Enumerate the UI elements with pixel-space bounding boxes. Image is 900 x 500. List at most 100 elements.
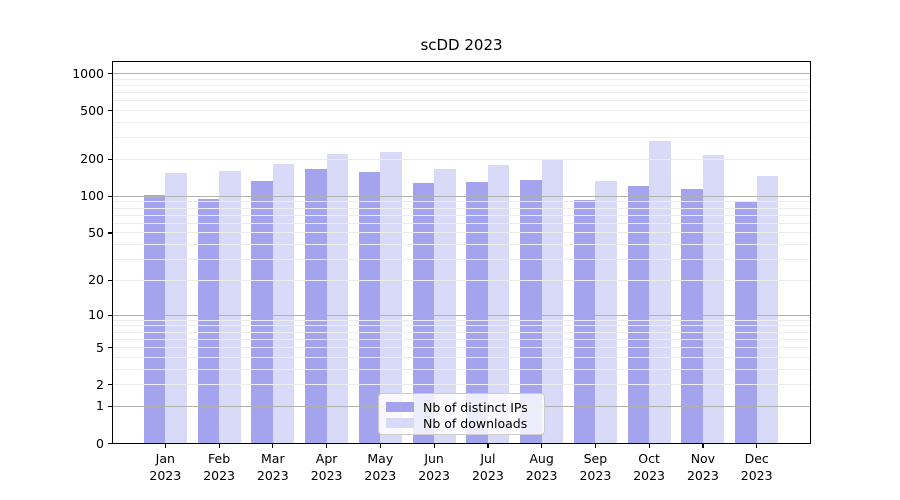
bar-downloads xyxy=(219,170,241,444)
x-tick-mark xyxy=(648,443,650,448)
y-tick-mark xyxy=(107,346,112,349)
minor-gridline xyxy=(112,331,811,333)
x-tick-label: Sep 2023 xyxy=(579,451,612,483)
x-tick-label: Nov 2023 xyxy=(686,451,719,483)
legend-label: Nb of distinct IPs xyxy=(423,399,528,415)
bar-distinct-ips xyxy=(305,169,327,444)
y-tick-mark xyxy=(107,232,112,234)
x-tick-mark xyxy=(326,443,328,448)
bar-distinct-ips xyxy=(520,179,542,444)
minor-gridline xyxy=(112,368,811,370)
minor-gridline xyxy=(112,207,811,209)
legend-label: Nb of downloads xyxy=(423,415,528,431)
bar-downloads xyxy=(756,176,779,444)
y-tick-label: 20 xyxy=(88,272,104,288)
minor-gridline xyxy=(112,137,811,139)
x-tick-mark xyxy=(487,443,489,448)
minor-gridline xyxy=(112,78,811,80)
y-tick-mark xyxy=(107,442,112,445)
y-tick-label: 0 xyxy=(96,435,104,451)
bar-distinct-ips xyxy=(251,180,273,444)
x-tick-mark xyxy=(541,443,543,448)
y-tick-label: 1 xyxy=(96,398,104,414)
y-tick-label: 5 xyxy=(96,339,104,355)
bar-downloads xyxy=(434,168,456,444)
minor-gridline xyxy=(112,92,811,93)
bar-distinct-ips xyxy=(735,200,757,444)
minor-gridline xyxy=(112,201,811,203)
bar-downloads xyxy=(326,153,349,444)
bar-distinct-ips xyxy=(143,194,166,444)
x-tick-mark xyxy=(433,443,435,448)
y-tick-mark xyxy=(107,314,112,316)
y-tick-label: 100 xyxy=(80,188,104,204)
y-tick-mark xyxy=(107,158,112,161)
minor-gridline xyxy=(112,214,811,216)
x-tick-label: May 2023 xyxy=(364,451,397,483)
major-gridline xyxy=(112,314,811,316)
minor-gridline xyxy=(112,279,811,281)
bar-downloads xyxy=(272,164,295,444)
x-tick-label: Feb 2023 xyxy=(203,451,235,483)
minor-gridline xyxy=(112,158,811,160)
legend-item-downloads: Nb of downloads xyxy=(386,415,536,431)
x-tick-mark xyxy=(218,443,220,448)
legend-swatch-distinct-ips xyxy=(386,402,414,412)
y-tick-label: 500 xyxy=(80,102,104,118)
y-tick-mark xyxy=(107,405,112,408)
bar-downloads xyxy=(595,180,617,444)
minor-gridline xyxy=(112,110,811,111)
y-tick-label: 2 xyxy=(96,376,104,392)
bar-downloads xyxy=(649,141,671,444)
major-gridline xyxy=(112,195,811,197)
bar-downloads xyxy=(702,154,725,444)
legend: Nb of distinct IPs Nb of downloads xyxy=(378,393,545,435)
minor-gridline xyxy=(112,244,811,246)
minor-gridline xyxy=(112,384,811,386)
x-tick-label: Jan 2023 xyxy=(149,451,182,483)
x-tick-label: Dec 2023 xyxy=(740,451,773,483)
minor-gridline xyxy=(112,356,811,358)
minor-gridline xyxy=(112,325,811,327)
minor-gridline xyxy=(112,222,811,224)
bar-distinct-ips xyxy=(197,199,220,444)
x-tick-label: Oct 2023 xyxy=(633,451,665,483)
minor-gridline xyxy=(112,232,811,234)
minor-gridline xyxy=(112,122,811,123)
x-tick-label: Aug 2023 xyxy=(525,451,558,483)
y-tick-mark xyxy=(107,384,112,386)
minor-gridline xyxy=(112,100,811,102)
major-gridline xyxy=(112,73,811,74)
x-tick-label: Mar 2023 xyxy=(256,451,289,483)
minor-gridline xyxy=(112,259,811,261)
legend-swatch-downloads xyxy=(386,418,414,428)
minor-gridline xyxy=(112,84,811,86)
x-tick-mark xyxy=(379,443,381,448)
bar-downloads xyxy=(165,173,187,444)
y-tick-mark xyxy=(107,279,112,282)
x-tick-label: Jul 2023 xyxy=(471,451,504,483)
plot-area xyxy=(112,61,811,444)
grid-layer xyxy=(112,61,811,444)
y-tick-label: 10 xyxy=(88,307,104,323)
x-tick-label: Apr 2023 xyxy=(310,451,343,483)
bar-downloads xyxy=(380,152,402,444)
minor-gridline xyxy=(112,347,811,348)
x-tick-mark xyxy=(702,443,704,448)
y-tick-mark xyxy=(107,195,112,197)
x-tick-label: Jun 2023 xyxy=(418,451,450,483)
x-tick-mark xyxy=(164,443,166,448)
bar-distinct-ips xyxy=(681,188,703,444)
bar-distinct-ips xyxy=(358,171,381,444)
y-tick-label: 50 xyxy=(88,224,104,240)
minor-gridline xyxy=(112,338,811,340)
bar-distinct-ips xyxy=(412,183,435,444)
y-tick-label: 200 xyxy=(80,151,104,167)
bars-layer xyxy=(112,61,811,444)
chart-title: scDD 2023 xyxy=(420,36,503,54)
bar-distinct-ips xyxy=(573,199,596,444)
y-tick-mark xyxy=(107,109,112,112)
bar-downloads xyxy=(541,158,564,444)
x-tick-mark xyxy=(272,443,274,448)
minor-gridline xyxy=(112,319,811,321)
